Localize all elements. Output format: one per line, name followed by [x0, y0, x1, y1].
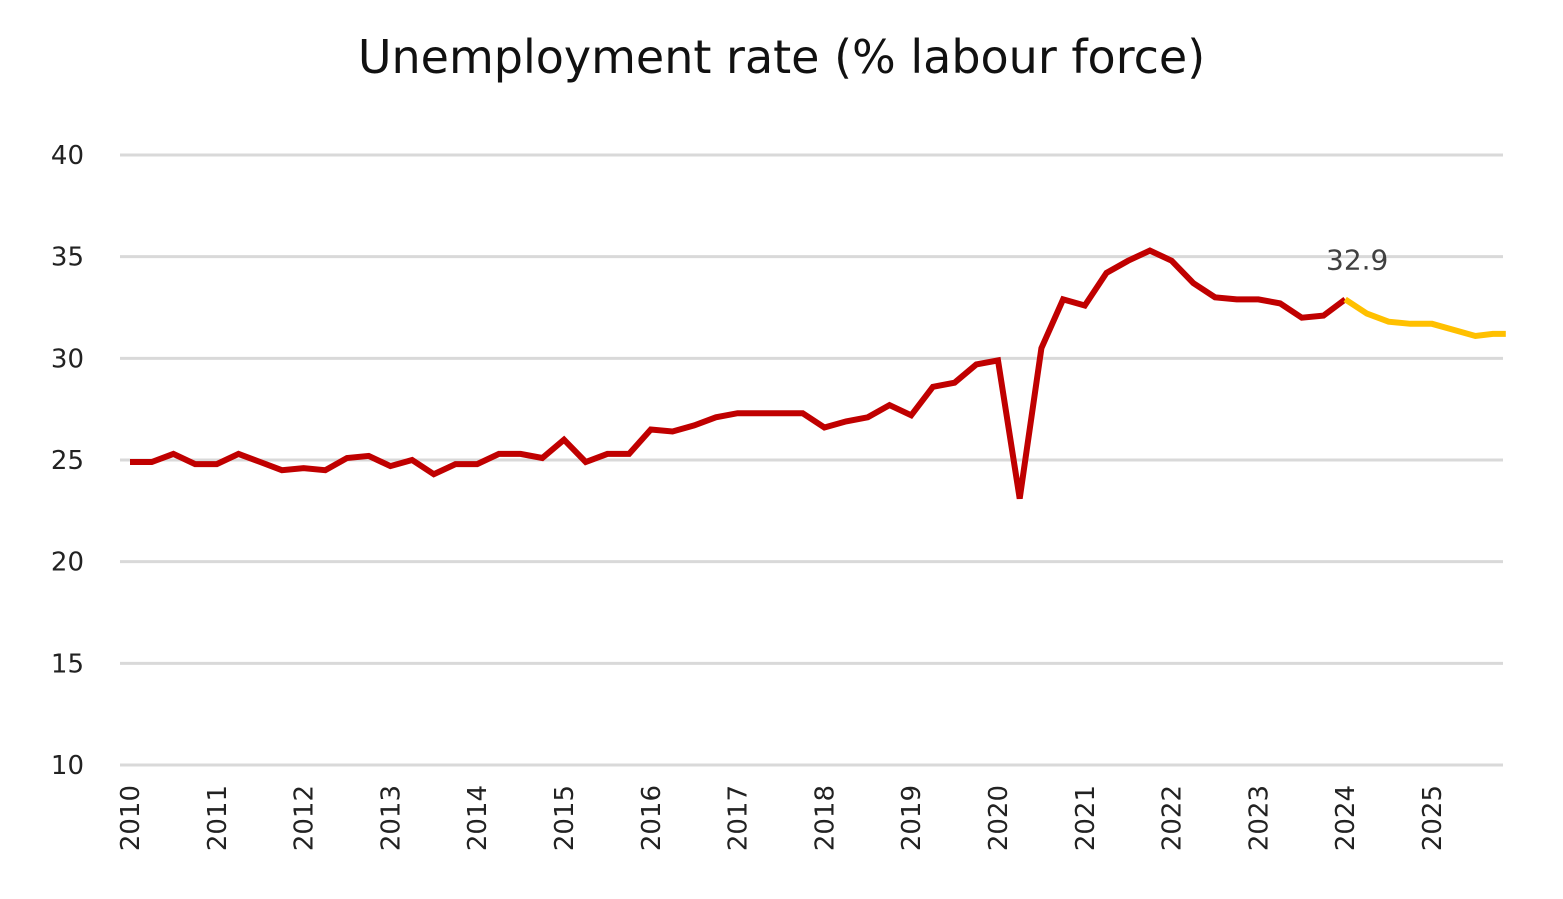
x-tick-label: 2011 — [203, 785, 233, 851]
y-tick-label: 30 — [51, 344, 84, 374]
x-tick-label: 2019 — [897, 785, 927, 851]
x-tick-label: 2014 — [463, 785, 493, 851]
x-tick-label: 2024 — [1331, 785, 1361, 851]
series-line-forecast — [1343, 296, 1506, 340]
x-tick-label: 2020 — [984, 785, 1014, 851]
x-tick-label: 2022 — [1158, 785, 1188, 851]
x-tick-label: 2013 — [376, 785, 406, 851]
y-tick-label: 25 — [51, 446, 84, 476]
series-line-actual — [130, 247, 1347, 500]
x-tick-label: 2017 — [724, 785, 754, 851]
y-tick-label: 35 — [51, 243, 84, 273]
x-tick-label: 2012 — [290, 785, 320, 851]
x-tick-label: 2021 — [1071, 785, 1101, 851]
x-tick-label: 2023 — [1244, 785, 1274, 851]
x-tick-label: 2010 — [116, 785, 146, 851]
y-tick-label: 10 — [51, 751, 84, 781]
y-tick-label: 15 — [51, 649, 84, 679]
data-label: 32.9 — [1326, 243, 1388, 276]
chart-title: Unemployment rate (% labour force) — [357, 30, 1206, 84]
x-tick-label: 2025 — [1418, 785, 1448, 851]
x-tick-label: 2016 — [637, 785, 667, 851]
y-tick-label: 20 — [51, 548, 84, 578]
x-tick-label: 2018 — [810, 785, 840, 851]
x-tick-label: 2015 — [550, 785, 580, 851]
y-tick-label: 40 — [51, 141, 84, 171]
